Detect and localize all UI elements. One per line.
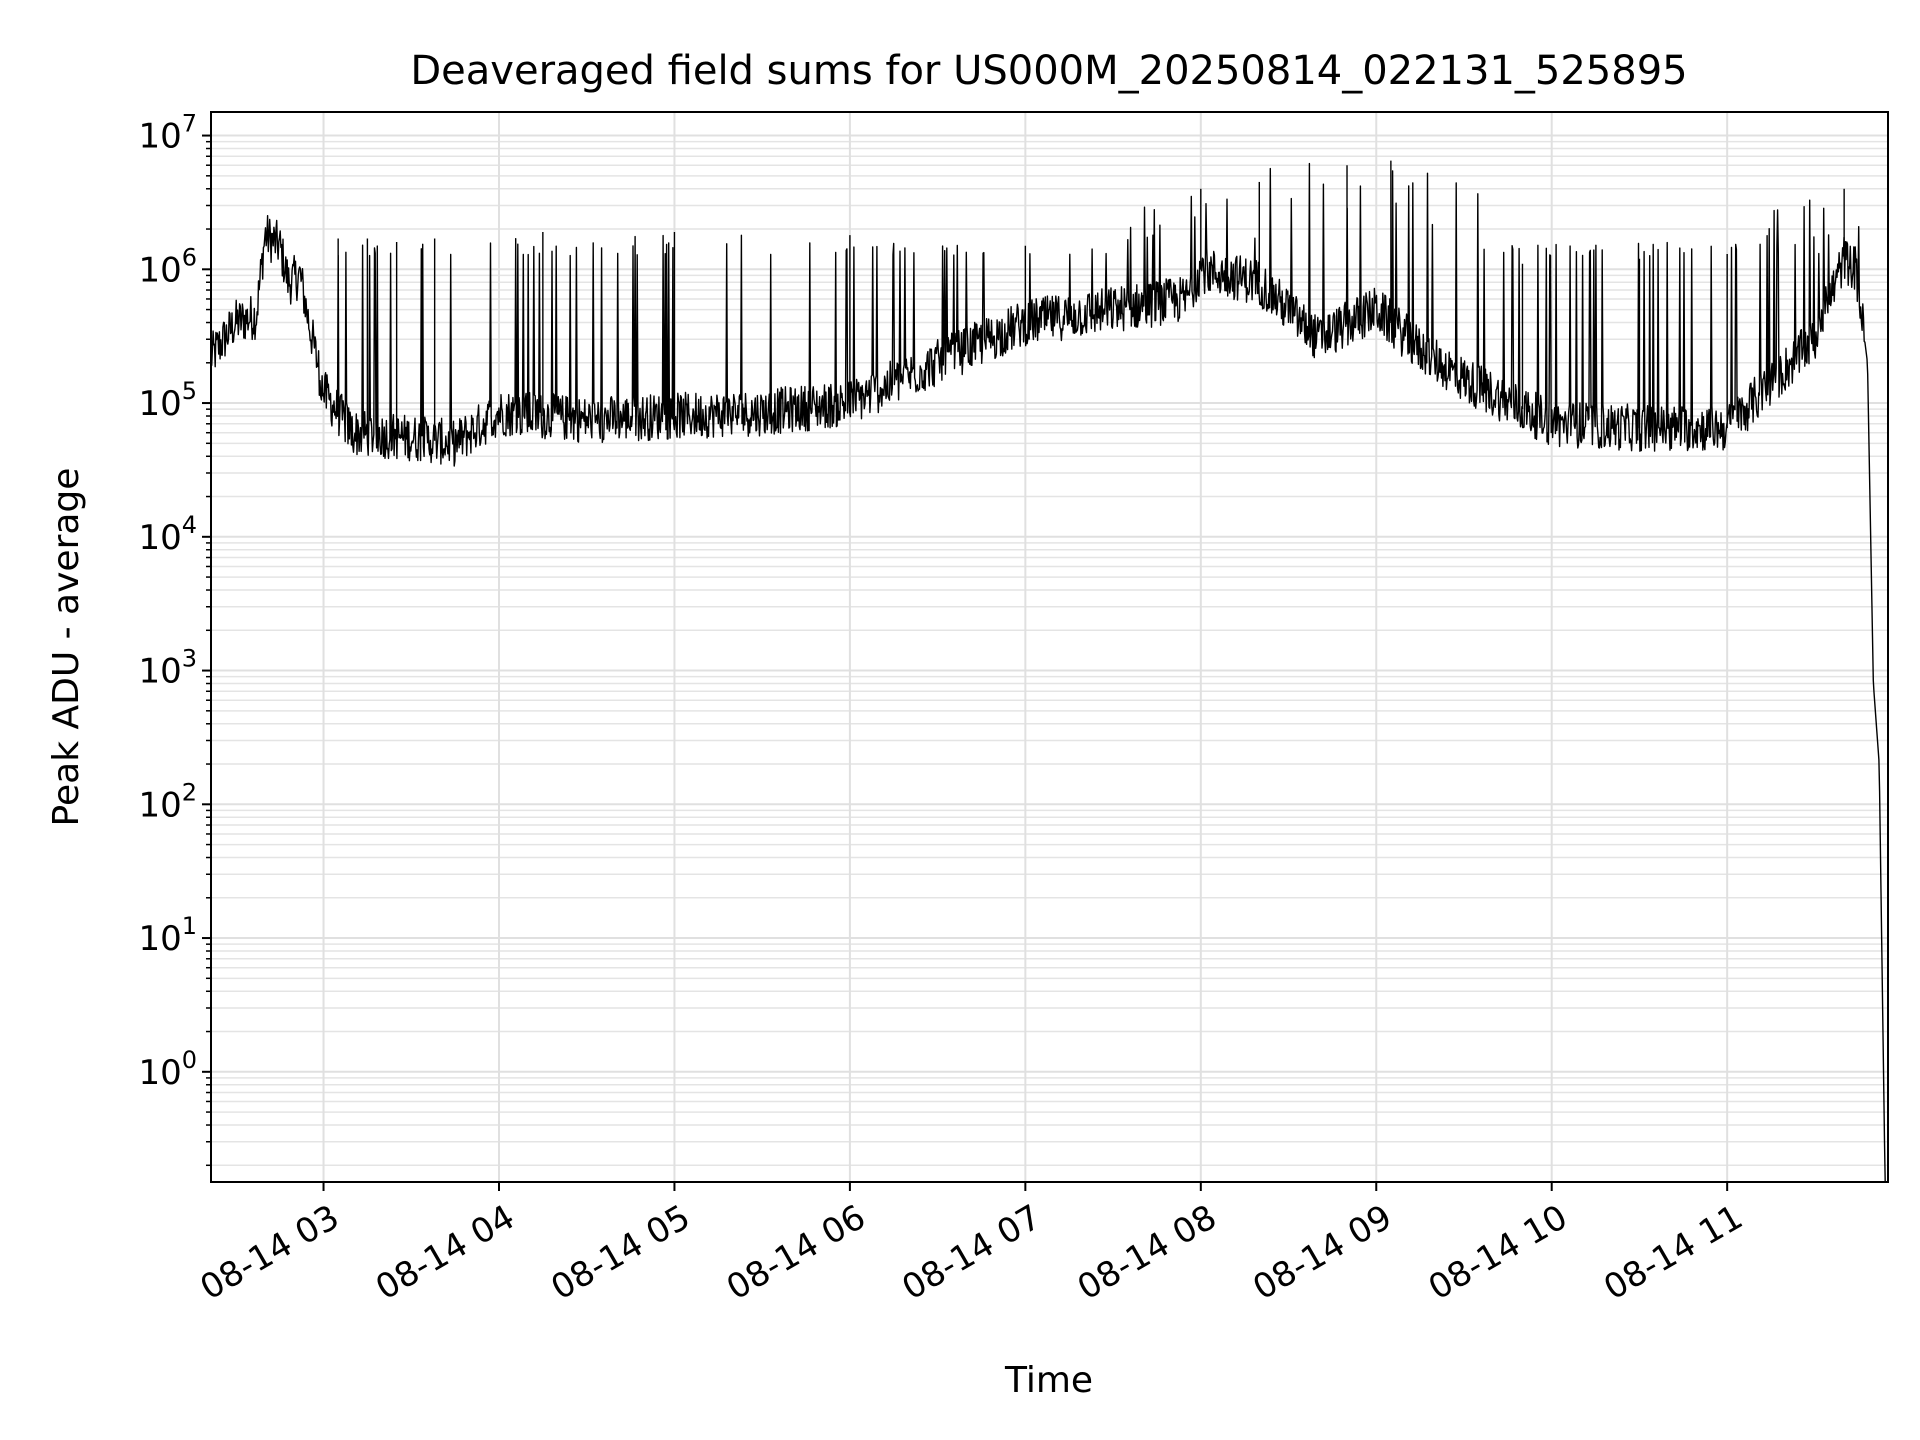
x-axis-label: Time <box>1004 1360 1093 1401</box>
y-tick-label: 105 <box>138 377 197 424</box>
y-axis-label: Peak ADU - average <box>46 468 87 827</box>
y-tick-label: 104 <box>138 511 197 558</box>
plot-area <box>211 160 1888 1182</box>
y-axis: 100 101 102 103 104 105 106 107 <box>138 110 211 1167</box>
y-tick-label: 106 <box>138 243 197 290</box>
y-tick-label: 107 <box>138 110 197 157</box>
series-group <box>211 160 1888 1182</box>
series-line <box>211 162 1888 1182</box>
y-tick-label: 100 <box>138 1046 197 1093</box>
y-tick-label: 102 <box>138 778 197 825</box>
chart-title: Deaveraged field sums for US000M_2025081… <box>410 48 1687 94</box>
plot-frame <box>210 111 1889 1183</box>
grid <box>211 112 1888 1182</box>
y-tick-label: 101 <box>138 912 197 959</box>
y-tick-label: 103 <box>138 645 197 692</box>
